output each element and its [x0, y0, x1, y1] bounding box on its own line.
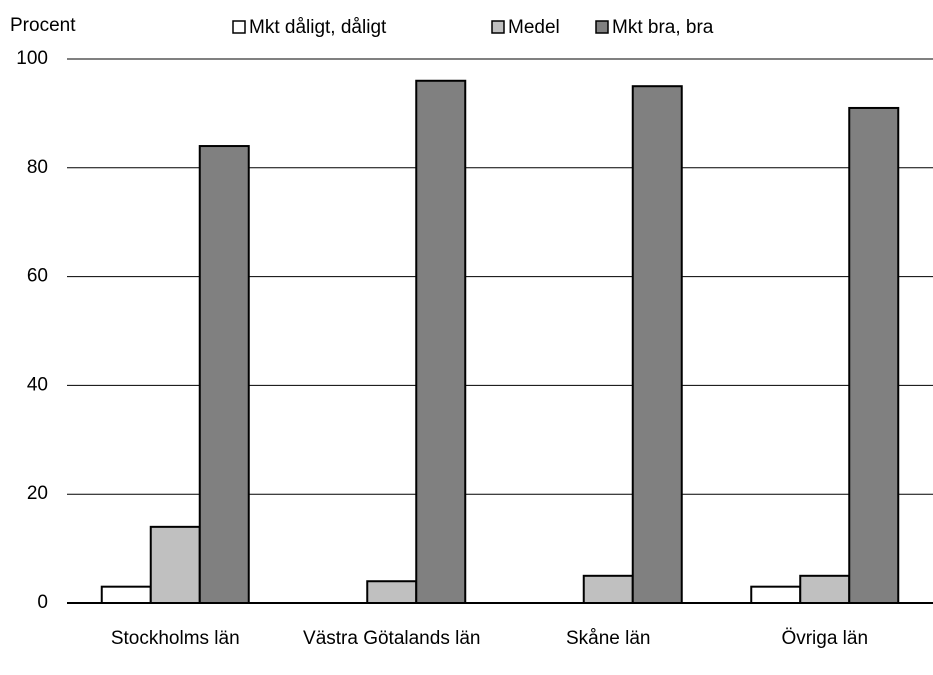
y-tick-label: 60 [27, 266, 48, 287]
legend-swatch [491, 20, 505, 34]
x-tick-label: Övriga län [781, 628, 869, 649]
legend-label: Mkt dåligt, dåligt [249, 17, 387, 38]
bar [149, 525, 201, 605]
bar [582, 574, 634, 604]
legend-swatch [595, 20, 609, 34]
y-tick-label: 20 [27, 483, 48, 504]
bar [366, 580, 418, 604]
y-tick-label: 80 [27, 157, 48, 178]
y-tick-label: 100 [16, 48, 48, 69]
legend-swatch [232, 20, 246, 34]
bar [100, 585, 152, 604]
y-tick-label: 40 [27, 374, 48, 395]
legend-label: Mkt bra, bra [612, 17, 714, 38]
legend-label: Medel [508, 17, 560, 38]
bar [631, 85, 683, 604]
bar [848, 106, 900, 605]
y-tick-label: 0 [37, 592, 48, 613]
y-axis-label: Procent [10, 15, 76, 36]
x-tick-label: Skåne län [565, 628, 651, 649]
bar [415, 79, 467, 604]
bar [750, 585, 802, 604]
bar [799, 574, 851, 604]
x-tick-label: Stockholms län [110, 628, 240, 649]
bar [198, 145, 250, 604]
x-tick-label: Västra Götalands län [303, 628, 481, 649]
